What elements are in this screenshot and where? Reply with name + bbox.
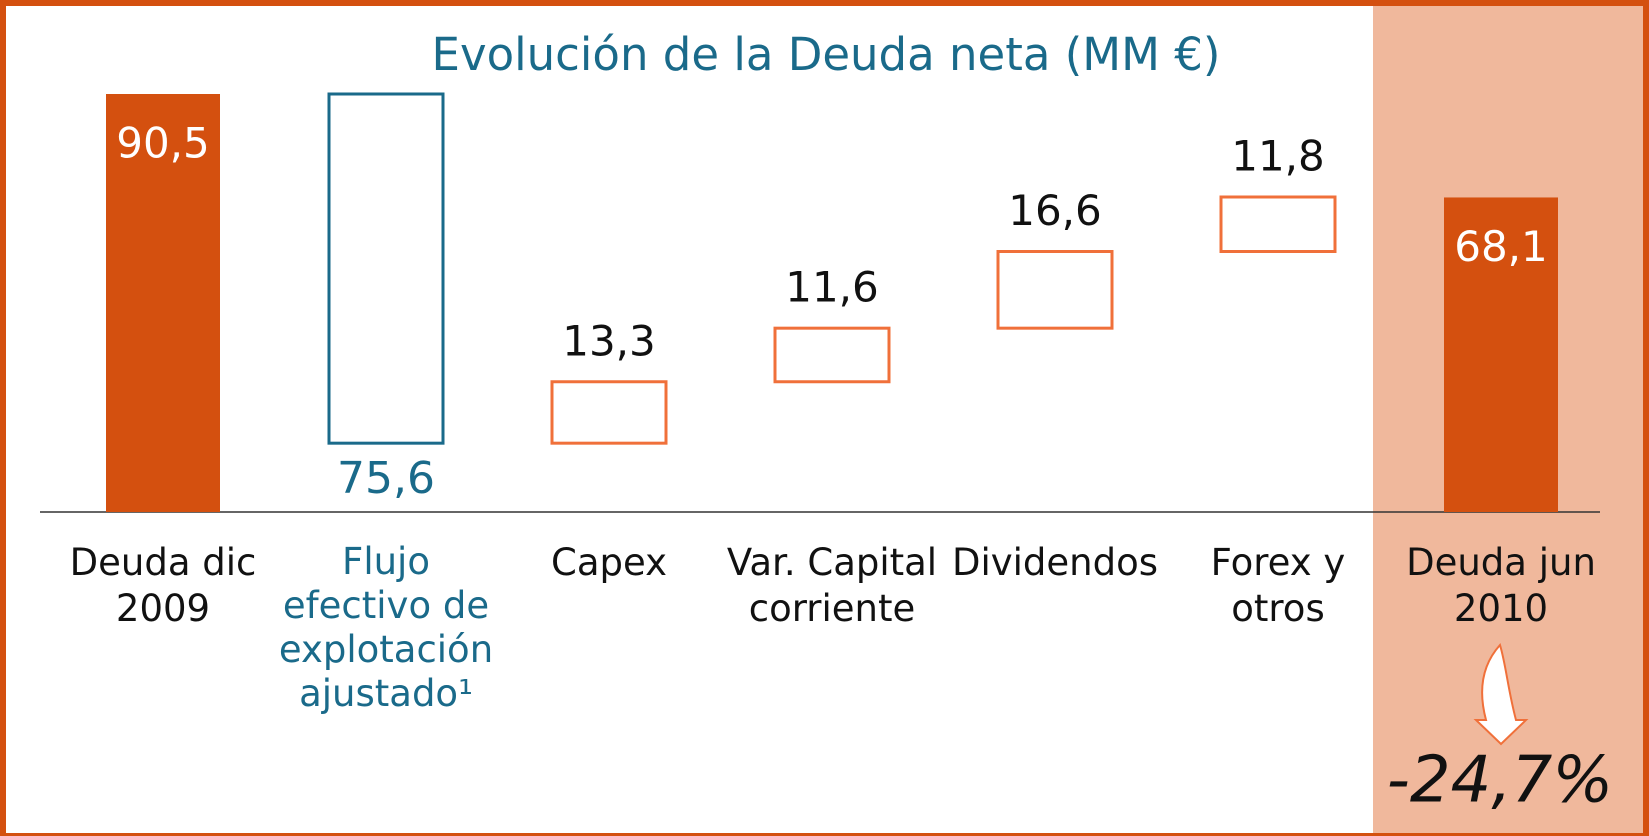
- category-label: Forex y otros: [1210, 541, 1346, 630]
- chart-title: Evolución de la Deuda neta (MM €): [432, 28, 1221, 81]
- bar: [1219, 195, 1337, 254]
- category-label: Deuda jun 2010: [1406, 541, 1596, 630]
- annotation: -24,7%: [1387, 744, 1613, 818]
- category-label: Capex: [550, 541, 667, 584]
- bar: [106, 94, 220, 512]
- value-label: 16,6: [1008, 186, 1102, 235]
- down-arrow: [1473, 643, 1529, 746]
- category-label: Deuda dic 2009: [69, 541, 257, 630]
- value-label: 90,5: [116, 119, 210, 168]
- bar: [1444, 197, 1558, 513]
- value-label: 11,6: [785, 263, 879, 312]
- arrow-shape: [1473, 643, 1529, 746]
- value-label: 75,6: [337, 453, 435, 504]
- bar: [773, 326, 891, 384]
- category-label: Dividendos: [951, 541, 1159, 584]
- bar: [996, 250, 1114, 330]
- value-label: 11,8: [1231, 131, 1325, 180]
- value-label: 68,1: [1454, 222, 1548, 271]
- category-label: Flujo efectivo de explotación ajustado¹: [278, 540, 494, 715]
- bar: [550, 380, 668, 445]
- bar: [327, 92, 445, 445]
- category-label: Var. Capital corriente: [726, 541, 938, 630]
- value-label: 13,3: [562, 316, 656, 365]
